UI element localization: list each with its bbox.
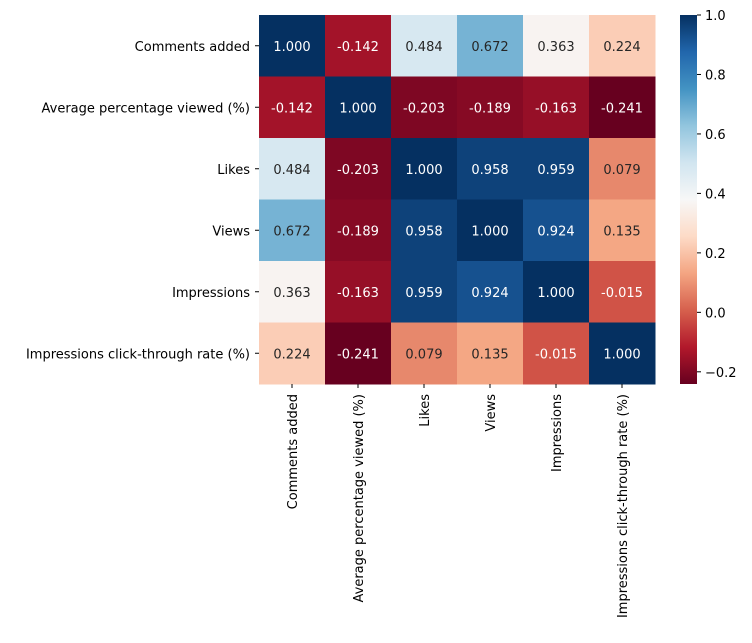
y-axis-labels: Comments added Average percentage viewed … bbox=[26, 40, 259, 362]
heatmap-cell bbox=[259, 76, 326, 139]
heatmap-cell bbox=[589, 138, 656, 200]
heatmap-cell bbox=[457, 322, 524, 385]
heatmap-cell bbox=[325, 199, 392, 262]
cell-value-label: 0.672 bbox=[471, 40, 508, 55]
heatmap-cell bbox=[391, 261, 458, 323]
cell-value-label: -0.241 bbox=[337, 347, 379, 362]
colorbar-tick-label: 0.6 bbox=[705, 128, 726, 143]
cell-value-label: 1.000 bbox=[339, 101, 376, 116]
cell-value-label: 0.672 bbox=[273, 224, 310, 239]
cell-value-label: -0.203 bbox=[403, 101, 445, 116]
heatmap-cell bbox=[523, 261, 590, 323]
heatmap-cell bbox=[325, 76, 392, 139]
heatmap-cell bbox=[457, 138, 524, 200]
heatmap-cell bbox=[391, 76, 458, 139]
cell-value-label: 0.079 bbox=[405, 347, 442, 362]
colorbar: −0.2 0.0 0.2 0.4 0.6 0.8 1.0 bbox=[680, 9, 737, 384]
cell-value-label: 0.924 bbox=[537, 224, 574, 239]
colorbar-tick-label: −0.2 bbox=[705, 366, 737, 381]
cell-value-label: 0.958 bbox=[471, 163, 508, 178]
heatmap-cell bbox=[523, 138, 590, 200]
heatmap-cell bbox=[457, 15, 524, 77]
colorbar-tick-label: 0.8 bbox=[705, 68, 726, 83]
cell-value-label: 0.958 bbox=[405, 224, 442, 239]
cell-value-label: 0.959 bbox=[405, 286, 442, 301]
cell-value-label: -0.142 bbox=[337, 40, 379, 55]
y-tick-label: Likes bbox=[217, 163, 250, 178]
y-tick-label: Impressions click-through rate (%) bbox=[26, 347, 250, 362]
cell-value-label: 0.224 bbox=[603, 40, 640, 55]
heatmap-cell bbox=[259, 199, 326, 262]
colorbar-tick-label: 0.0 bbox=[705, 306, 726, 321]
heatmap-cell bbox=[457, 76, 524, 139]
cell-value-label: 0.363 bbox=[273, 286, 310, 301]
cell-value-label: 0.959 bbox=[537, 163, 574, 178]
cell-value-label: -0.142 bbox=[271, 101, 313, 116]
y-tick-label: Impressions bbox=[172, 286, 250, 301]
cell-value-label: -0.015 bbox=[535, 347, 577, 362]
cell-value-label: 0.079 bbox=[603, 163, 640, 178]
cell-value-label: 0.484 bbox=[405, 40, 442, 55]
cell-value-label: 0.224 bbox=[273, 347, 310, 362]
x-tick-label: Impressions click-through rate (%) bbox=[616, 394, 631, 618]
heatmap-cell bbox=[457, 199, 524, 262]
colorbar-tick-label: 0.2 bbox=[705, 247, 726, 262]
heatmap-cell bbox=[259, 15, 326, 77]
y-tick-label: Average percentage viewed (%) bbox=[42, 101, 250, 116]
heatmap-cell bbox=[523, 322, 590, 385]
cell-value-label: 0.484 bbox=[273, 163, 310, 178]
colorbar-tick-label: 0.4 bbox=[705, 187, 726, 202]
heatmap-cell bbox=[523, 15, 590, 77]
heatmap-cell bbox=[325, 138, 392, 200]
cell-value-label: -0.015 bbox=[601, 286, 643, 301]
cell-value-label: 1.000 bbox=[273, 40, 310, 55]
heatmap-cell bbox=[391, 138, 458, 200]
x-tick-label: Comments added bbox=[286, 394, 301, 509]
cell-value-label: 1.000 bbox=[405, 163, 442, 178]
cell-value-label: 0.363 bbox=[537, 40, 574, 55]
cell-value-label: 0.135 bbox=[603, 224, 640, 239]
y-tick-label: Comments added bbox=[135, 40, 250, 55]
x-tick-label: Impressions bbox=[550, 394, 565, 472]
colorbar-gradient bbox=[680, 15, 697, 384]
y-tick-label: Views bbox=[212, 224, 250, 239]
heatmap-cell bbox=[391, 322, 458, 385]
cell-value-label: -0.241 bbox=[601, 101, 643, 116]
x-tick-label: Average percentage viewed (%) bbox=[352, 394, 367, 602]
cell-value-label: -0.163 bbox=[337, 286, 379, 301]
heatmap-cell bbox=[325, 322, 392, 385]
x-tick-label: Views bbox=[484, 394, 499, 432]
x-axis-labels: Comments added Average percentage viewed … bbox=[286, 384, 631, 618]
heatmap-cell bbox=[457, 261, 524, 323]
cell-value-label: 0.135 bbox=[471, 347, 508, 362]
heatmap-cell bbox=[325, 15, 392, 77]
cell-value-label: -0.189 bbox=[337, 224, 379, 239]
colorbar-tick-label: 1.0 bbox=[705, 9, 726, 24]
cell-value-label: 1.000 bbox=[537, 286, 574, 301]
cell-value-label: 1.000 bbox=[471, 224, 508, 239]
cell-value-label: 1.000 bbox=[603, 347, 640, 362]
cell-value-label: 0.924 bbox=[471, 286, 508, 301]
x-tick-label: Likes bbox=[418, 394, 433, 427]
heatmap-cell bbox=[589, 261, 656, 323]
heatmap-cell bbox=[589, 322, 656, 385]
heatmap-cells: 1.000 -0.142 0.484 0.672 0.363 0.224 -0.142 1.0… bbox=[259, 15, 656, 385]
heatmap-cell bbox=[259, 322, 326, 385]
heatmap-cell bbox=[589, 15, 656, 77]
heatmap-cell bbox=[589, 199, 656, 262]
cell-value-label: -0.163 bbox=[535, 101, 577, 116]
cell-value-label: -0.203 bbox=[337, 163, 379, 178]
cell-value-label: -0.189 bbox=[469, 101, 511, 116]
heatmap-cell bbox=[259, 138, 326, 200]
heatmap-cell bbox=[523, 199, 590, 262]
heatmap-cell bbox=[259, 261, 326, 323]
heatmap-cell bbox=[391, 15, 458, 77]
heatmap-cell bbox=[523, 76, 590, 139]
heatmap-cell bbox=[325, 261, 392, 323]
heatmap-cell bbox=[391, 199, 458, 262]
heatmap-cell bbox=[589, 76, 656, 139]
